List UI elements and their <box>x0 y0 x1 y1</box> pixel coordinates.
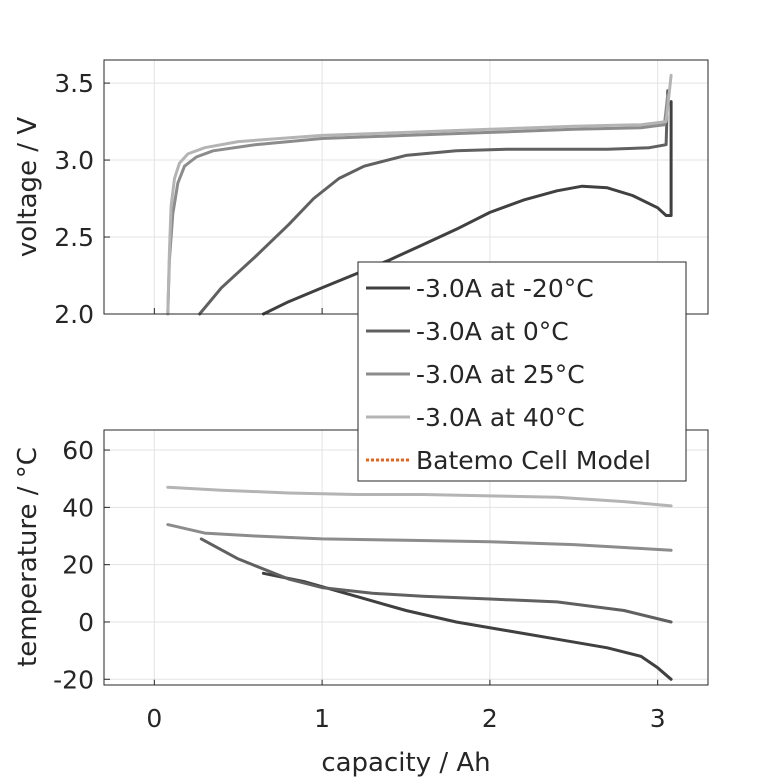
temperature-series-line-0 <box>261 571 673 681</box>
temperature-series-line-3 <box>166 485 673 508</box>
voltage-series-line-1 <box>198 89 670 316</box>
legend-label: -3.0A at -20°C <box>416 274 594 303</box>
voltage-series <box>166 73 673 316</box>
legend-label: Batemo Cell Model <box>416 446 651 475</box>
capacity-x-ticks: 0 1 2 3 <box>146 704 665 733</box>
voltage-y-tick-label: 3.0 <box>54 146 94 175</box>
temperature-y-tick-label: 0 <box>78 608 94 637</box>
voltage-y-axis-label: voltage / V <box>13 117 43 257</box>
capacity-x-tick-label: 0 <box>146 704 162 733</box>
temperature-y-tick-label: 60 <box>62 436 94 465</box>
voltage-y-tick-label: 2.5 <box>54 223 94 252</box>
capacity-x-tick-label: 1 <box>314 704 330 733</box>
voltage-y-tick-label: 3.5 <box>54 69 94 98</box>
temperature-series <box>166 485 673 681</box>
temperature-series-line-2 <box>166 523 673 552</box>
voltage-series-line-0 <box>261 100 673 316</box>
legend-entries: -3.0A at -20°C -3.0A at 0°C -3.0A at 25°C -… <box>366 274 651 475</box>
legend-label: -3.0A at 25°C <box>416 360 585 389</box>
temperature-series-line-1 <box>199 537 673 624</box>
capacity-x-tick-label: 2 <box>482 704 498 733</box>
voltage-series-line-3 <box>166 73 673 316</box>
legend: -3.0A at -20°C -3.0A at 0°C -3.0A at 25°C -… <box>357 261 687 482</box>
temperature-y-ticks: -20 0 20 40 60 <box>53 436 94 694</box>
temperature-panel: -20 0 20 40 60 0 1 2 3 temperature / °C capacit… <box>13 429 709 778</box>
capacity-x-tick-label: 3 <box>650 704 666 733</box>
voltage-y-tick-label: 2.0 <box>54 300 94 329</box>
voltage-y-ticks: 2.0 2.5 3.0 3.5 <box>54 69 94 329</box>
legend-box <box>357 261 687 482</box>
capacity-x-axis-label: capacity / Ah <box>321 748 490 778</box>
legend-label: -3.0A at 0°C <box>416 317 569 346</box>
temperature-y-tick-label: 20 <box>62 551 94 580</box>
legend-label: -3.0A at 40°C <box>416 403 585 432</box>
temperature-y-tick-label: 40 <box>62 493 94 522</box>
temperature-y-axis-label: temperature / °C <box>13 447 43 667</box>
voltage-series-line-2 <box>166 93 670 316</box>
temperature-y-tick-label: -20 <box>53 665 94 694</box>
